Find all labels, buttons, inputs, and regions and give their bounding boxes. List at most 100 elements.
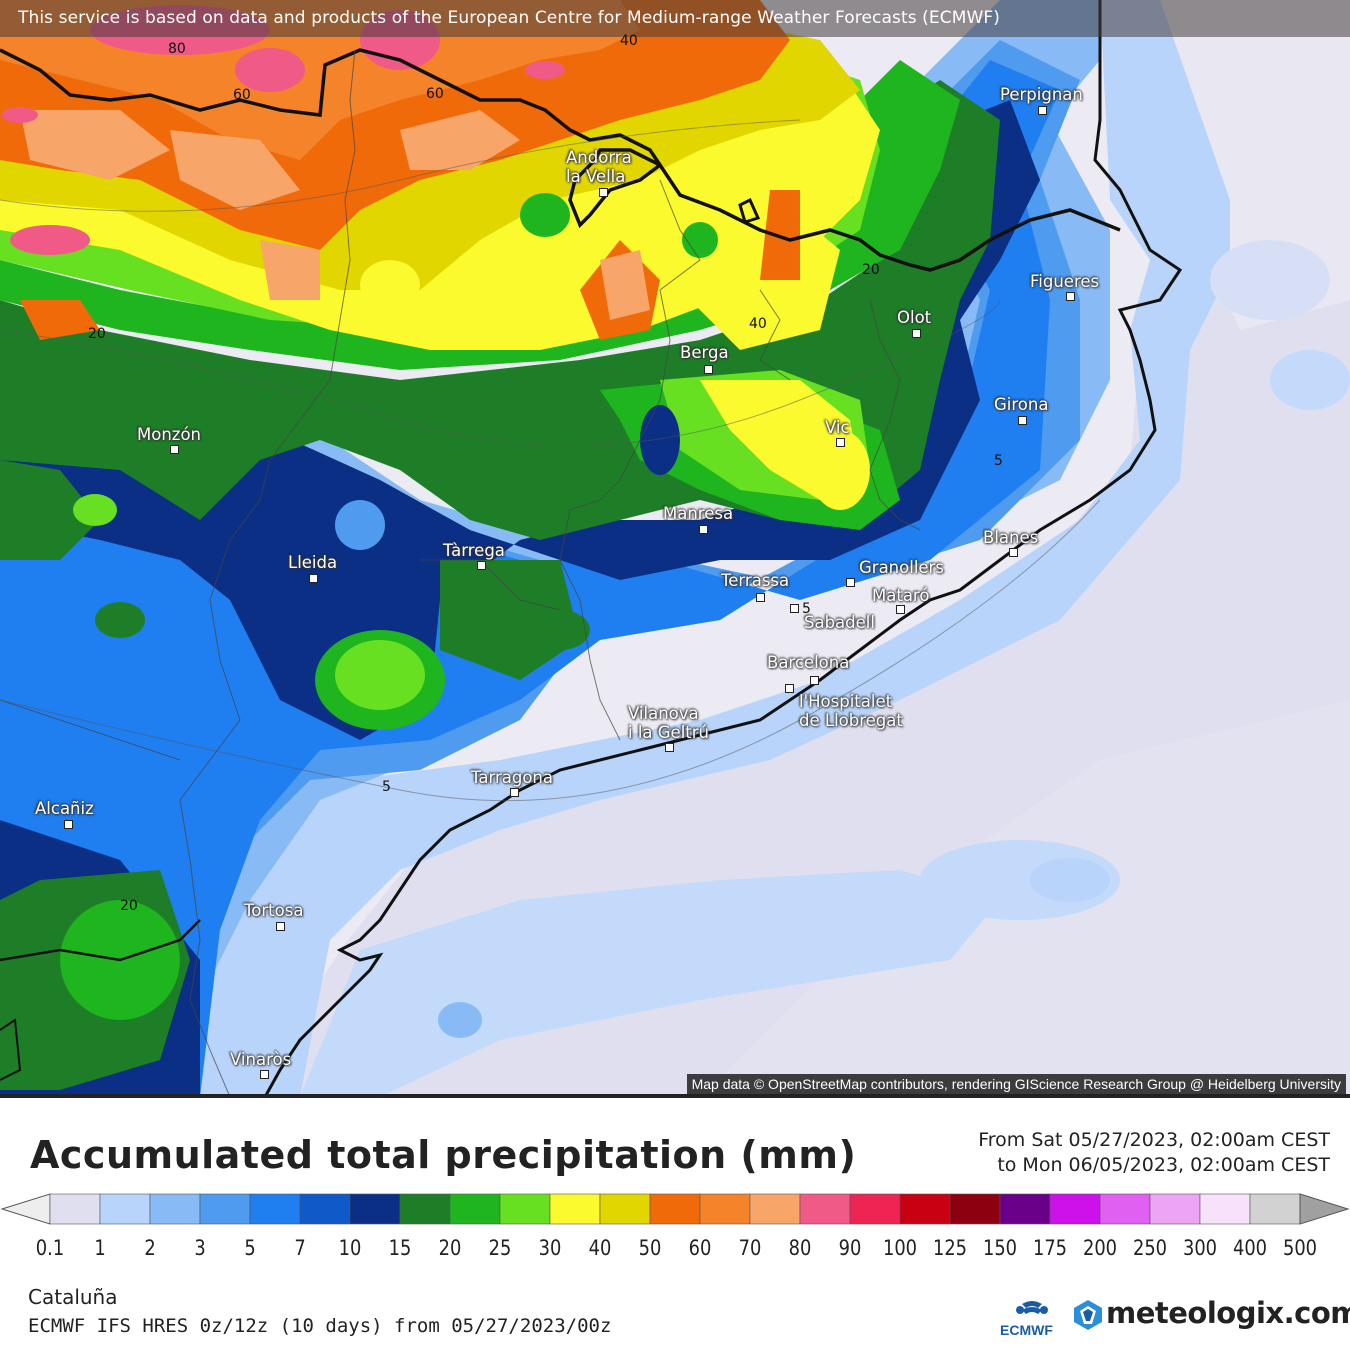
city-marker [1066, 292, 1075, 301]
contour-label: 60 [426, 86, 444, 102]
legend-swatch [349, 1193, 401, 1225]
legend-swatch [1049, 1193, 1101, 1225]
legend-tick-label: 125 [932, 1236, 968, 1260]
contour-label: 60 [233, 87, 251, 103]
meteologix-logo-text[interactable]: meteologix.com [1106, 1296, 1350, 1330]
city-marker [1009, 548, 1018, 557]
legend-tick-label: 15 [388, 1236, 412, 1260]
city-marker [836, 438, 845, 447]
city-label-line: de Llobregat [799, 711, 903, 730]
legend-tick-label: 40 [588, 1236, 612, 1260]
city-label-blanes[interactable]: Blanes [983, 528, 1039, 547]
city-label-olot[interactable]: Olot [897, 308, 932, 327]
city-label-perpignan[interactable]: Perpignan [1000, 85, 1083, 104]
city-label-hospitalet[interactable]: l'Hospitalet de Llobregat [799, 692, 903, 730]
city-label-tarragona[interactable]: Tarragona [471, 768, 553, 787]
legend-swatch [949, 1193, 1001, 1225]
city-label-sabadell[interactable]: Sabadell [804, 613, 875, 632]
contour-label: 5 [802, 601, 811, 617]
city-label-alcaniz[interactable]: Alcañiz [35, 799, 94, 818]
legend-swatch [1249, 1193, 1301, 1225]
city-label-line: la Vella [566, 167, 626, 186]
legend-swatch [249, 1193, 301, 1225]
legend-swatch [149, 1193, 201, 1225]
legend-tick-label: 175 [1032, 1236, 1068, 1260]
legend-swatch [799, 1193, 851, 1225]
city-marker [1038, 106, 1047, 115]
contour-label: 80 [168, 41, 186, 57]
city-marker [599, 188, 608, 197]
city-marker [790, 604, 799, 613]
city-label-barcelona[interactable]: Barcelona [767, 653, 850, 672]
contour-label: 5 [994, 453, 1003, 469]
forecast-period: From Sat 05/27/2023, 02:00am CEST to Mon… [978, 1128, 1330, 1178]
city-label-vinaros[interactable]: Vinaròs [230, 1050, 292, 1069]
legend-over-arrow [1299, 1193, 1350, 1225]
legend-swatch [649, 1193, 701, 1225]
legend-ticks: 0.1 1 2 3 5 7 10 15 20 25 30 40 50 60 70 80 90 100 125 150 1… [0, 1236, 1350, 1266]
city-label-line: i la Geltrú [628, 723, 710, 742]
city-label-mataro[interactable]: Mataró [872, 586, 930, 605]
city-label-vilanova[interactable]: Vilanova i la Geltrú [628, 704, 709, 742]
legend-swatch [1149, 1193, 1201, 1225]
legend-tick-label: 90 [838, 1236, 862, 1260]
legend-tick-label: 100 [882, 1236, 918, 1260]
city-label-granollers[interactable]: Granollers [859, 558, 944, 577]
city-marker [1018, 416, 1027, 425]
city-label-lleida[interactable]: Lleida [288, 553, 338, 572]
legend-swatch [599, 1193, 651, 1225]
legend-tick-label: 25 [488, 1236, 512, 1260]
legend-swatch [549, 1193, 601, 1225]
legend-tick-label: 3 [194, 1236, 206, 1260]
contour-label: 40 [749, 316, 767, 332]
city-marker [276, 922, 285, 931]
city-label-berga[interactable]: Berga [680, 343, 729, 362]
city-marker [785, 684, 794, 693]
legend-tick-label: 200 [1082, 1236, 1118, 1260]
city-label-monzon[interactable]: Monzón [137, 425, 202, 444]
period-to: to Mon 06/05/2023, 02:00am CEST [997, 1154, 1330, 1176]
ecmwf-notice-banner: This service is based on data and produc… [0, 0, 1350, 37]
precipitation-field [0, 0, 1350, 1097]
city-marker [704, 365, 713, 374]
legend-swatch [99, 1193, 151, 1225]
legend-tick-label: 5 [244, 1236, 256, 1260]
city-label-manresa[interactable]: Manresa [663, 504, 734, 523]
meteologix-logo-icon [1074, 1300, 1102, 1330]
ecmwf-logo-icon [1016, 1301, 1048, 1314]
legend-tick-label: 10 [338, 1236, 362, 1260]
region-name: Cataluña [28, 1285, 118, 1309]
city-marker [170, 445, 179, 454]
city-label-tortosa[interactable]: Tortosa [244, 901, 304, 920]
legend-swatch [899, 1193, 951, 1225]
legend-swatch [1199, 1193, 1251, 1225]
city-label-andorra[interactable]: Andorra la Vella [566, 148, 632, 186]
city-label-figueres[interactable]: Figueres [1030, 272, 1100, 291]
legend-swatch [499, 1193, 551, 1225]
city-marker [756, 593, 765, 602]
legend-swatch [449, 1193, 501, 1225]
legend-tick-label: 50 [638, 1236, 662, 1260]
city-label-girona[interactable]: Girona [994, 395, 1049, 414]
legend-tick-label: 30 [538, 1236, 562, 1260]
city-label-line: l'Hospitalet [799, 692, 893, 711]
chart-title: Accumulated total precipitation (mm) [30, 1133, 857, 1177]
map-attribution[interactable]: Map data © OpenStreetMap contributors, r… [686, 1074, 1346, 1095]
city-label-terrassa[interactable]: Terrassa [721, 571, 790, 590]
legend-tick-label: 250 [1132, 1236, 1168, 1260]
legend-swatch [849, 1193, 901, 1225]
legend-tick-label: 80 [788, 1236, 812, 1260]
city-marker [896, 605, 905, 614]
legend-swatch [49, 1193, 101, 1225]
city-label-line: Andorra [566, 148, 632, 167]
precipitation-map[interactable]: This service is based on data and produc… [0, 0, 1350, 1097]
city-label-line: Vilanova [628, 704, 699, 723]
contour-label: 5 [382, 779, 391, 795]
city-marker [477, 561, 486, 570]
legend-swatch [299, 1193, 351, 1225]
city-label-tarrega[interactable]: Tàrrega [443, 541, 505, 560]
map-bottom-border [0, 1094, 1350, 1098]
city-label-vic[interactable]: Vic [825, 418, 850, 437]
city-marker [699, 525, 708, 534]
legend-tick-label: 400 [1232, 1236, 1268, 1260]
